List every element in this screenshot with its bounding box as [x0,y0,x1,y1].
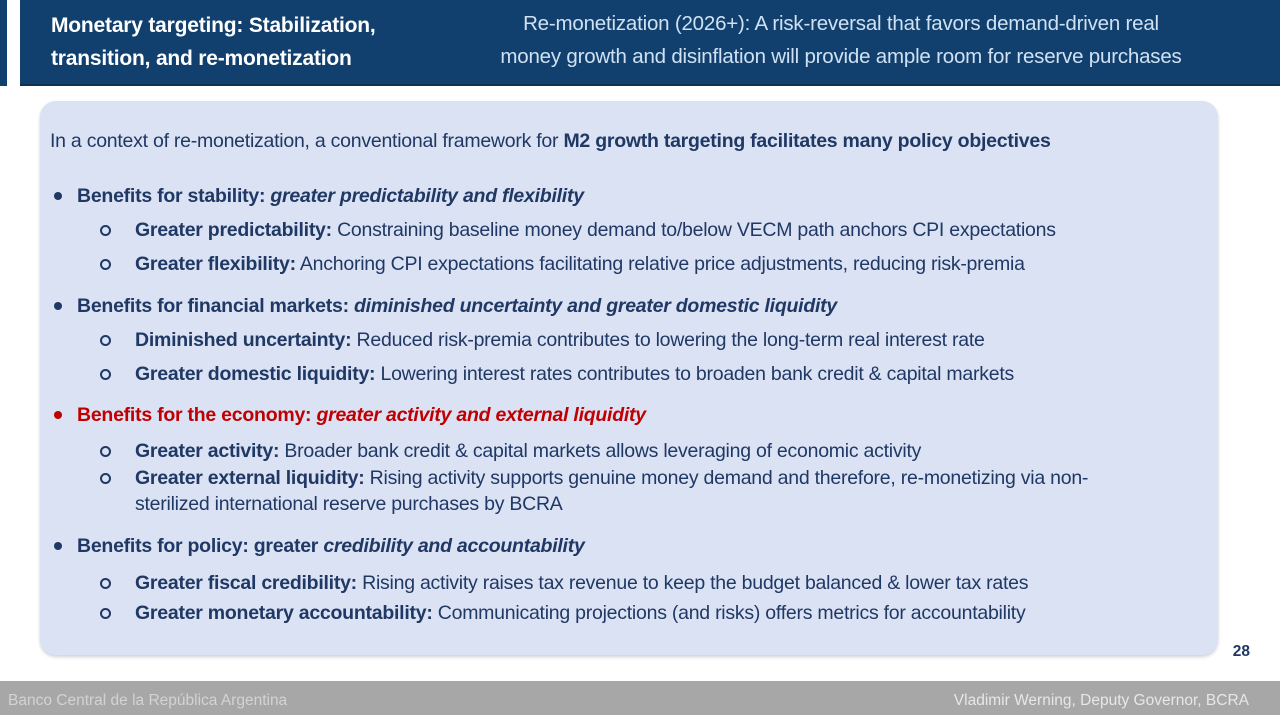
header-bar: Monetary targeting: Stabilization, trans… [20,0,1280,86]
intro-regular: In a context of re-monetization, a conve… [50,130,564,152]
page-number: 28 [1232,643,1250,660]
intro-line: In a context of re-monetization, a conve… [50,128,1200,154]
sub-bullet-icon [100,608,111,619]
footer-author: Vladimir Werning, Deputy Governor, BCRA [953,692,1249,709]
sub-bullet-item: Diminished uncertainty: Reduced risk-pre… [98,327,1208,353]
bullet-item-economy: Benefits for the economy: greater activi… [52,402,1192,428]
bullet-text: Benefits for the economy: greater activi… [77,404,646,426]
sub-bullet-text: Greater predictability: Constraining bas… [135,219,1056,241]
bullet-item-stability: Benefits for stability: greater predicta… [52,183,1192,209]
bullet-text: Benefits for stability: greater predicta… [77,185,584,207]
sub-bullet-text: Greater domestic liquidity: Lowering int… [135,363,1014,385]
content-box [40,101,1218,655]
sub-bullet-text: Greater fiscal credibility: Rising activ… [135,572,1029,594]
sub-bullet-text: Greater activity: Broader bank credit & … [135,440,922,462]
header-subtitle-line2: money growth and disinflation will provi… [500,45,1182,68]
sub-bullet-icon [100,446,111,457]
header-title-line2: transition, and re-monetization [51,47,352,70]
footer-bar: Banco Central de la República Argentina … [0,681,1280,715]
header-subtitle: Re-monetization (2026+): A risk-reversal… [405,7,1277,73]
sub-bullet-text: Greater flexibility: Anchoring CPI expec… [135,253,1025,275]
bullet-icon [54,542,62,550]
sub-bullet-text: Diminished uncertainty: Reduced risk-pre… [135,329,985,351]
sub-bullet-item: Greater domestic liquidity: Lowering int… [98,361,1208,387]
sub-bullet-item: Greater flexibility: Anchoring CPI expec… [98,251,1208,277]
bullet-item-financial-markets: Benefits for financial markets: diminish… [52,293,1192,319]
bullet-icon [54,192,62,200]
sub-bullet-text: Greater external liquidity: Rising activ… [135,467,1089,515]
footer-org-name: Banco Central de la República Argentina [8,692,288,709]
bullet-icon [54,411,62,419]
intro-text: In a context of re-monetization, a conve… [50,128,1051,154]
bullet-item-policy: Benefits for policy: greater credibility… [52,533,1192,559]
sub-bullet-item: Greater external liquidity: Rising activ… [98,465,1113,517]
header-title-line1: Monetary targeting: Stabilization, [51,14,376,37]
header-title: Monetary targeting: Stabilization, trans… [51,9,421,75]
sub-bullet-icon [100,225,111,236]
left-accent-stripe [0,0,7,86]
sub-bullet-icon [100,335,111,346]
sub-bullet-icon [100,578,111,589]
sub-bullet-text: Greater monetary accountability: Communi… [135,602,1026,624]
sub-bullet-item: Greater fiscal credibility: Rising activ… [98,570,1208,596]
header-subtitle-line1: Re-monetization (2026+): A risk-reversal… [523,12,1159,35]
sub-bullet-item: Greater predictability: Constraining bas… [98,217,1208,243]
bullet-icon [54,302,62,310]
sub-bullet-item: Greater activity: Broader bank credit & … [98,438,1208,464]
sub-bullet-icon [100,473,111,484]
sub-bullet-item: Greater monetary accountability: Communi… [98,600,1208,626]
sub-bullet-icon [100,259,111,270]
sub-bullet-icon [100,369,111,380]
bullet-text: Benefits for financial markets: diminish… [77,295,838,317]
intro-bold: M2 growth targeting facilitates many pol… [563,130,1051,152]
bullet-text: Benefits for policy: greater credibility… [77,535,585,557]
